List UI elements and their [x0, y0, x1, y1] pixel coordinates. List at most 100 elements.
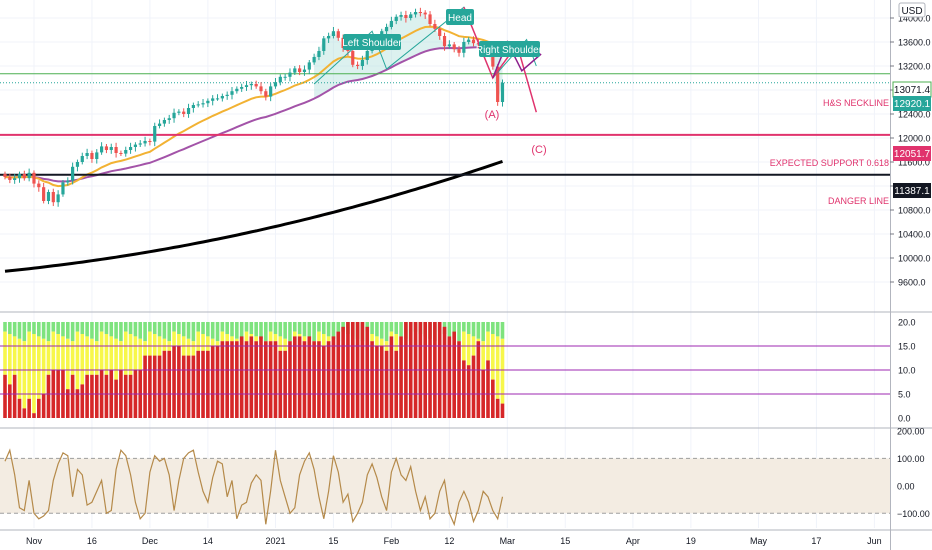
ind1-red-bar: [283, 350, 287, 418]
ind1-green-bar: [128, 322, 133, 334]
candle-body: [167, 118, 171, 120]
ind1-tick-label: 0.0: [898, 414, 911, 424]
ind1-green-bar: [370, 322, 374, 334]
ind1-yellow-bar: [177, 334, 181, 346]
ind1-green-bar: [85, 322, 89, 337]
ind1-yellow-bar: [225, 334, 229, 342]
ind1-green-bar: [220, 322, 225, 332]
candle-body: [322, 38, 326, 51]
candle-body: [27, 172, 31, 179]
ind1-red-bar: [452, 331, 456, 418]
ind1-green-bar: [27, 322, 31, 332]
ind1-red-bar: [394, 350, 399, 418]
price-tick-label: 14000.0: [898, 14, 931, 24]
ind1-red-bar: [90, 374, 94, 418]
ind1-red-bar: [37, 398, 41, 418]
ind1-green-bar: [51, 322, 56, 332]
candle-body: [138, 143, 142, 145]
candle-body: [409, 14, 413, 18]
price-tick-label: 10800.0: [898, 206, 931, 216]
ind1-red-bar: [41, 394, 46, 418]
ind1-yellow-bar: [370, 334, 374, 342]
ind1-red-bar: [75, 389, 80, 418]
ind1-yellow-bar: [196, 331, 200, 351]
ind1-green-bar: [254, 322, 258, 337]
ind1-red-bar: [399, 336, 403, 418]
candle-body: [298, 68, 302, 72]
candle-body: [302, 69, 307, 72]
ind1-yellow-bar: [215, 341, 220, 346]
ind1-yellow-bar: [321, 334, 326, 346]
candle-body: [75, 162, 80, 167]
ind1-red-bar: [17, 398, 22, 418]
candle-body: [85, 153, 89, 156]
ind1-red-bar: [206, 350, 210, 418]
candle-body: [220, 96, 224, 99]
candle-body: [240, 87, 244, 89]
candle-body: [3, 174, 7, 177]
candle-body: [244, 85, 249, 87]
ind1-green-bar: [399, 322, 403, 337]
ind1-red-bar: [148, 355, 152, 418]
ind1-red-bar: [239, 336, 244, 418]
ind1-red-bar: [191, 355, 196, 418]
ind1-red-bar: [466, 365, 471, 418]
ind1-green-bar: [500, 322, 505, 339]
ind1-green-bar: [148, 322, 152, 332]
candle-body: [254, 84, 258, 87]
ind1-yellow-bar: [32, 334, 36, 414]
ind1-yellow-bar: [80, 334, 85, 385]
candle-body: [394, 16, 398, 21]
ind1-red-bar: [331, 336, 336, 418]
ind1-green-bar: [331, 322, 336, 339]
ind1-red-bar: [177, 346, 181, 418]
ind1-yellow-bar: [85, 336, 89, 375]
ind1-red-bar: [114, 379, 118, 418]
candle-body: [95, 152, 99, 159]
ind1-green-bar: [70, 322, 75, 342]
ind1-yellow-bar: [41, 338, 46, 394]
time-tick-label: 15: [328, 536, 338, 546]
ind1-yellow-bar: [104, 334, 109, 375]
ind1-red-bar: [181, 355, 186, 418]
ind1-red-bar: [273, 341, 278, 418]
candle-body: [433, 24, 437, 29]
ind1-yellow-bar: [283, 338, 287, 351]
ind1-green-bar: [389, 322, 394, 332]
candle-body: [32, 172, 36, 184]
time-tick-label: 2021: [265, 536, 285, 546]
ind1-red-bar: [162, 350, 167, 418]
ind1-green-bar: [157, 322, 162, 337]
ind1-green-bar: [65, 322, 70, 339]
price-tick-label: 10400.0: [898, 230, 931, 240]
ind1-yellow-bar: [56, 334, 60, 370]
ind1-green-bar: [210, 322, 215, 339]
candle-body: [327, 36, 331, 39]
candle-body: [172, 112, 176, 119]
ind1-yellow-bar: [94, 341, 99, 375]
ind1-green-bar: [17, 322, 22, 339]
candle-body: [230, 91, 234, 95]
ind1-red-bar: [65, 389, 70, 418]
candle-body: [104, 146, 109, 150]
ind1-yellow-bar: [51, 331, 56, 370]
ind1-green-bar: [321, 322, 326, 334]
ind1-green-bar: [152, 322, 157, 334]
candle-body: [71, 166, 75, 181]
ind1-red-bar: [104, 374, 109, 418]
ind1-red-bar: [70, 374, 75, 418]
candle-body: [114, 147, 118, 153]
danger-label: DANGER LINE: [828, 196, 889, 206]
ind1-red-bar: [244, 341, 249, 418]
candle-body: [196, 104, 200, 106]
ind1-red-bar: [12, 374, 17, 418]
price-tick-label: 12000.0: [898, 134, 931, 144]
ind1-green-bar: [283, 322, 287, 339]
candle-body: [8, 177, 12, 180]
ind1-yellow-bar: [201, 334, 205, 351]
ind1-green-bar: [99, 322, 104, 332]
ind1-green-bar: [230, 322, 234, 337]
candle-body: [283, 76, 287, 78]
